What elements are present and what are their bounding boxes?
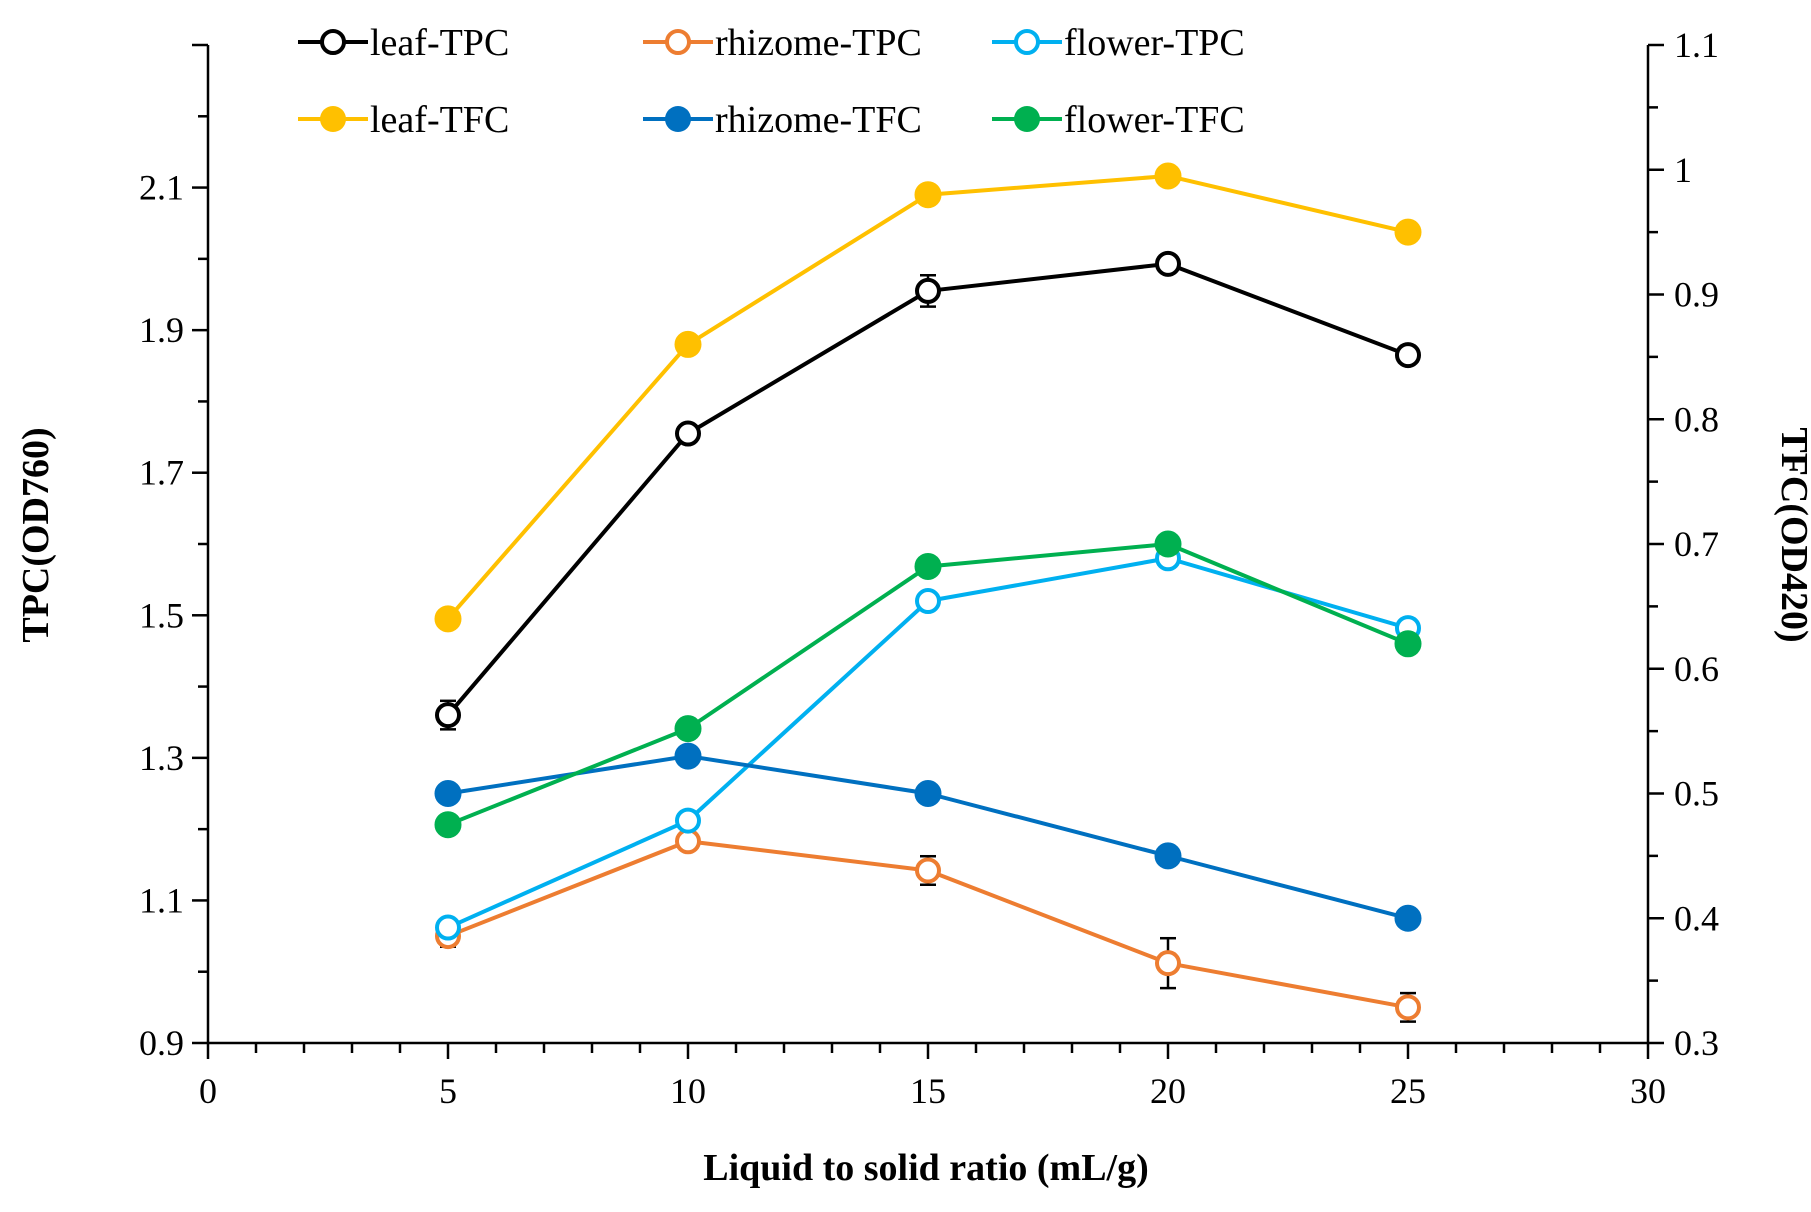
y-left-tick-label: 1.9 [139,310,184,350]
legend-marker [665,29,691,55]
legend-label: rhizome-TFC [715,99,922,141]
legend-item-leaf-TPC: leaf-TPC [298,22,509,64]
x-tick-label: 5 [439,1071,457,1111]
data-point [674,715,702,743]
data-point [1154,162,1182,190]
y-right-tick-label: 1 [1674,150,1692,190]
data-point [1394,904,1422,932]
y-right-tick-label: 0.7 [1674,524,1719,564]
legend-item-flower-TFC: flower-TFC [992,99,1245,141]
data-point [915,857,941,884]
legend-item-flower-TPC: flower-TPC [992,22,1245,64]
legend-label: flower-TPC [1064,22,1245,64]
legend-marker [320,29,346,55]
legend-marker [1014,106,1040,132]
x-tick-label: 0 [199,1071,217,1111]
y-left-tick-label: 1.5 [139,595,184,635]
series-rhizome-TFC [434,742,1422,932]
y-right-tick-label: 0.3 [1674,1023,1719,1063]
series-line [446,261,1409,717]
x-axis-title: Liquid to solid ratio (mL/g) [703,1147,1149,1189]
data-point [914,780,942,807]
y-right-tick-label: 0.4 [1674,898,1719,938]
data-point [1395,994,1421,1021]
legend-label: rhizome-TPC [715,22,922,64]
data-point [435,702,461,729]
data-point [1394,218,1422,246]
x-tick-label: 25 [1390,1071,1426,1111]
series-line [446,173,1409,621]
data-point [674,330,702,358]
y-left-tick-label: 2.1 [139,168,184,208]
data-point [915,588,941,615]
data-point [1154,530,1182,558]
y-right-tick-label: 0.9 [1674,275,1719,315]
x-tick-label: 10 [670,1071,706,1111]
data-point [674,742,702,770]
data-point [914,181,942,209]
legend-marker [1014,29,1040,55]
data-point [1155,950,1181,977]
y-right-tick-label: 1.1 [1674,25,1719,65]
x-tick-label: 20 [1150,1071,1186,1111]
data-point [434,605,462,633]
data-point [1394,630,1422,658]
legend-label: leaf-TPC [370,22,509,64]
series-flower-TFC [434,530,1422,839]
legend-marker [320,106,346,132]
legend-marker [665,106,691,132]
legend-label: flower-TFC [1064,99,1245,141]
y-left-axis-title: TPC(OD760) [15,427,57,642]
data-point [435,914,461,941]
data-point [915,277,941,304]
data-point [1395,342,1421,369]
y-left-tick-label: 1.3 [139,738,184,778]
data-point [914,552,942,580]
data-point [1154,842,1182,870]
data-point [1155,250,1181,277]
x-tick-label: 30 [1630,1071,1666,1111]
x-tick-label: 15 [910,1071,946,1111]
legend-item-rhizome-TFC: rhizome-TFC [643,99,922,141]
legend-item-leaf-TFC: leaf-TFC [298,99,509,141]
data-point [434,780,462,807]
legend: leaf-TPC rhizome-TPC flower-TPC leaf-TFC rhi… [298,22,1245,141]
series-leaf-TPC [435,250,1421,731]
series-leaf-TFC [434,162,1422,633]
axes: 0 5 10 15 20 25 30 0.9 1.1 1.3 1.5 1.7 1.9 2.1 0.3 0.4 0… [139,25,1719,1111]
y-right-tick-label: 0.6 [1674,649,1719,689]
data-point [675,807,701,834]
y-left-tick-label: 1.1 [139,880,184,920]
y-right-tick-label: 0.5 [1674,774,1719,814]
data-point [434,811,462,839]
y-right-tick-label: 0.8 [1674,399,1719,439]
legend-label: leaf-TFC [370,99,509,141]
data-point [675,420,701,447]
legend-item-rhizome-TPC: rhizome-TPC [643,22,922,64]
y-left-tick-label: 1.7 [139,453,184,493]
y-left-tick-label: 0.9 [139,1023,184,1063]
series-layer [434,162,1422,1023]
y-right-axis-title: TFC(OD420) [1773,427,1811,642]
series-rhizome-TPC [435,828,1421,1023]
